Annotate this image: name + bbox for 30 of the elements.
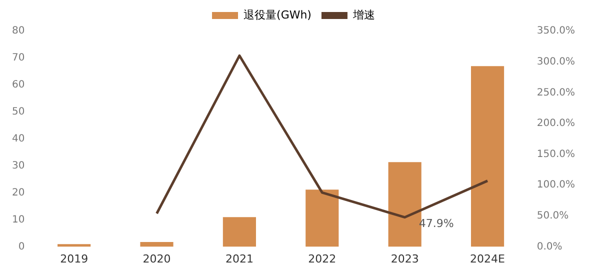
x-tick-label: 2021 bbox=[225, 252, 254, 266]
x-tick-label: 2024E bbox=[470, 252, 506, 266]
y2-tick-label: 250.0% bbox=[536, 87, 576, 98]
y-tick-label: 20 bbox=[12, 187, 25, 198]
bar bbox=[222, 217, 256, 247]
y-tick-label: 0 bbox=[18, 241, 25, 252]
x-tick-label: 2019 bbox=[60, 252, 88, 266]
x-tick-label: 2020 bbox=[142, 252, 171, 266]
bar bbox=[140, 242, 174, 247]
y-tick-label: 30 bbox=[12, 160, 25, 172]
x-tick-label: 2023 bbox=[390, 252, 419, 266]
y-tick-label: 60 bbox=[12, 80, 25, 91]
legend-label: 增速 bbox=[352, 8, 375, 22]
y2-tick-label: 0.0% bbox=[536, 241, 562, 252]
y2-tick-label: 350.0% bbox=[536, 26, 576, 37]
y2-tick-label: 150.0% bbox=[536, 148, 576, 160]
x-tick-label: 2022 bbox=[308, 252, 336, 266]
y-tick-label: 80 bbox=[12, 26, 25, 37]
bar bbox=[58, 244, 91, 247]
y-tick-label: 10 bbox=[12, 214, 25, 226]
bar bbox=[306, 190, 339, 247]
y2-tick-label: 200.0% bbox=[536, 118, 576, 130]
bar bbox=[470, 66, 504, 247]
y-tick-label: 40 bbox=[12, 133, 25, 144]
y-tick-label: 70 bbox=[12, 52, 25, 64]
y2-tick-label: 100.0% bbox=[536, 180, 576, 191]
y-tick-label: 50 bbox=[12, 106, 25, 118]
y2-tick-label: 50.0% bbox=[536, 210, 569, 222]
y2-tick-label: 300.0% bbox=[536, 56, 576, 68]
legend-label: 退役量(GWh) bbox=[244, 8, 312, 22]
